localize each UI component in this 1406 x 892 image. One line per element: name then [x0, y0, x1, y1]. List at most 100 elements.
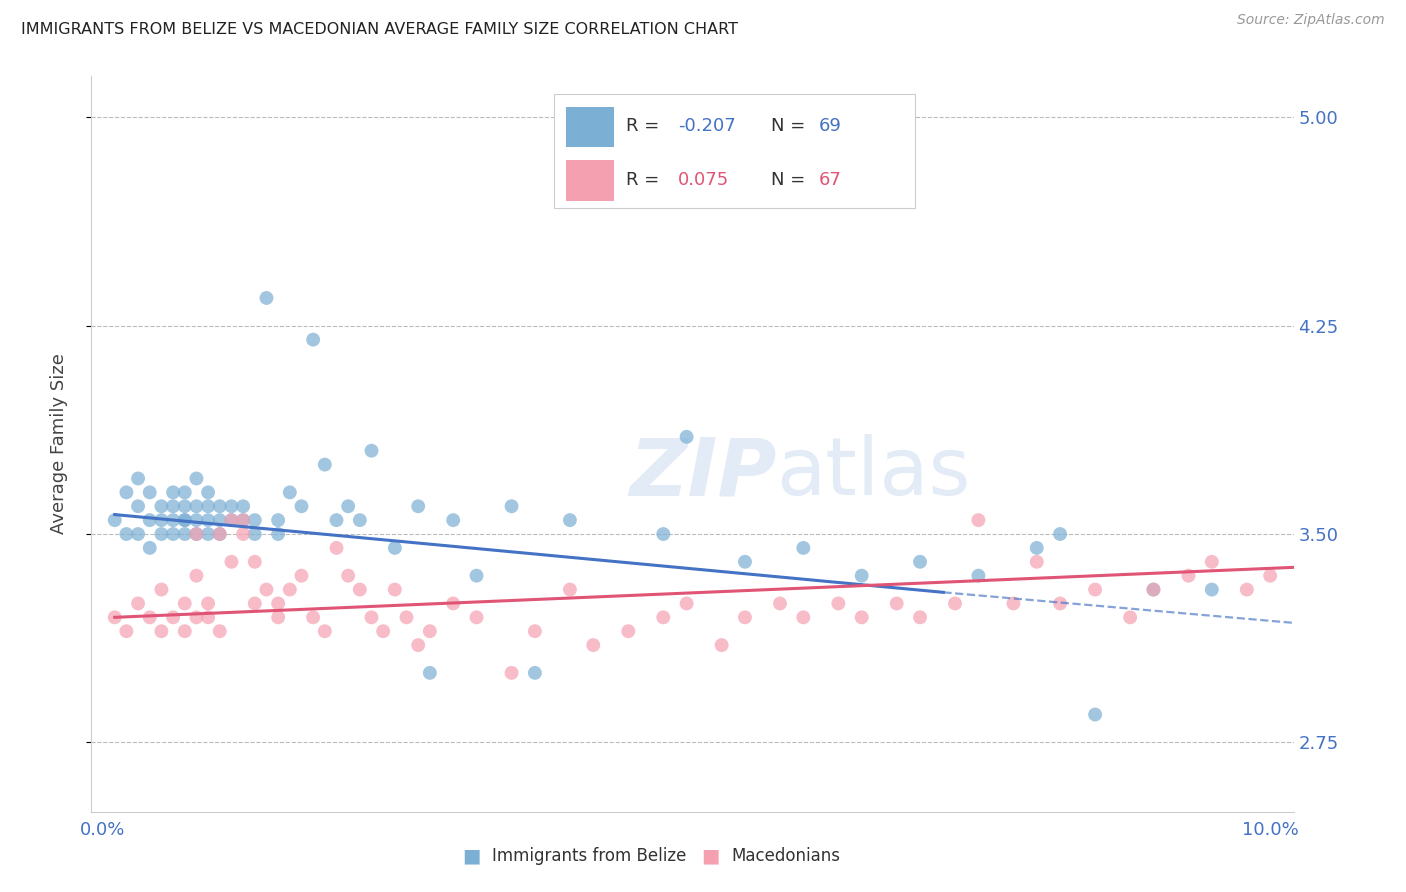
Immigrants from Belize	[337, 500, 360, 514]
Immigrants from Belize	[406, 500, 429, 514]
Immigrants from Belize	[197, 513, 219, 527]
Macedonians	[127, 597, 149, 611]
Macedonians	[314, 624, 336, 639]
Immigrants from Belize	[675, 430, 697, 444]
Bar	[567, 161, 614, 201]
Macedonians	[208, 527, 231, 541]
Immigrants from Belize	[221, 500, 243, 514]
Macedonians	[104, 610, 127, 624]
Macedonians	[441, 597, 464, 611]
Macedonians	[769, 597, 792, 611]
Macedonians	[243, 597, 266, 611]
Immigrants from Belize	[243, 527, 266, 541]
Macedonians	[232, 513, 254, 527]
Macedonians	[278, 582, 301, 597]
Macedonians	[395, 610, 418, 624]
Immigrants from Belize	[325, 513, 347, 527]
Immigrants from Belize	[1084, 707, 1107, 722]
Immigrants from Belize	[208, 527, 231, 541]
Immigrants from Belize	[523, 665, 546, 680]
Immigrants from Belize	[127, 500, 149, 514]
Macedonians	[1236, 582, 1258, 597]
Macedonians	[221, 513, 243, 527]
Immigrants from Belize	[162, 485, 184, 500]
Immigrants from Belize	[150, 527, 173, 541]
Macedonians	[1002, 597, 1025, 611]
Macedonians	[302, 610, 325, 624]
Immigrants from Belize	[652, 527, 675, 541]
Immigrants from Belize	[150, 500, 173, 514]
Immigrants from Belize	[115, 485, 138, 500]
Immigrants from Belize	[173, 527, 195, 541]
Macedonians	[243, 555, 266, 569]
Immigrants from Belize	[162, 500, 184, 514]
Text: atlas: atlas	[776, 434, 972, 512]
Immigrants from Belize	[243, 513, 266, 527]
Macedonians	[325, 541, 347, 555]
Immigrants from Belize	[139, 513, 162, 527]
Macedonians	[908, 610, 931, 624]
Macedonians	[827, 597, 849, 611]
Immigrants from Belize	[127, 471, 149, 485]
Immigrants from Belize	[186, 513, 208, 527]
Text: Source: ZipAtlas.com: Source: ZipAtlas.com	[1237, 13, 1385, 28]
Immigrants from Belize	[267, 527, 290, 541]
Macedonians	[173, 597, 195, 611]
Macedonians	[256, 582, 278, 597]
Immigrants from Belize	[127, 527, 149, 541]
Immigrants from Belize	[208, 500, 231, 514]
Immigrants from Belize	[290, 500, 312, 514]
Immigrants from Belize	[851, 568, 873, 582]
Macedonians	[150, 582, 173, 597]
Immigrants from Belize	[465, 568, 488, 582]
Macedonians	[267, 610, 290, 624]
Immigrants from Belize	[139, 541, 162, 555]
Immigrants from Belize	[314, 458, 336, 472]
Macedonians	[197, 597, 219, 611]
Immigrants from Belize	[278, 485, 301, 500]
Bar	[567, 107, 614, 147]
Macedonians	[115, 624, 138, 639]
Macedonians	[1049, 597, 1071, 611]
Macedonians	[967, 513, 990, 527]
Macedonians	[186, 568, 208, 582]
Text: Macedonians: Macedonians	[731, 847, 841, 865]
Macedonians	[349, 582, 371, 597]
Immigrants from Belize	[221, 513, 243, 527]
Macedonians	[197, 610, 219, 624]
Macedonians	[1119, 610, 1142, 624]
Macedonians	[186, 610, 208, 624]
Immigrants from Belize	[1201, 582, 1223, 597]
Immigrants from Belize	[197, 527, 219, 541]
Macedonians	[886, 597, 908, 611]
Immigrants from Belize	[792, 541, 814, 555]
Text: ■: ■	[700, 847, 720, 866]
Immigrants from Belize	[186, 500, 208, 514]
Immigrants from Belize	[173, 485, 195, 500]
Immigrants from Belize	[232, 513, 254, 527]
Macedonians	[465, 610, 488, 624]
Text: 0.075: 0.075	[678, 171, 730, 189]
Macedonians	[675, 597, 697, 611]
Text: 67: 67	[818, 171, 842, 189]
Immigrants from Belize	[1049, 527, 1071, 541]
Immigrants from Belize	[150, 513, 173, 527]
Macedonians	[1142, 582, 1164, 597]
Immigrants from Belize	[173, 500, 195, 514]
Immigrants from Belize	[139, 485, 162, 500]
Macedonians	[150, 624, 173, 639]
Immigrants from Belize	[908, 555, 931, 569]
Macedonians	[523, 624, 546, 639]
Macedonians	[1258, 568, 1281, 582]
Text: Immigrants from Belize: Immigrants from Belize	[492, 847, 686, 865]
Immigrants from Belize	[197, 500, 219, 514]
Macedonians	[337, 568, 360, 582]
Macedonians	[162, 610, 184, 624]
Immigrants from Belize	[232, 500, 254, 514]
Immigrants from Belize	[186, 471, 208, 485]
Immigrants from Belize	[558, 513, 581, 527]
Macedonians	[1201, 555, 1223, 569]
Immigrants from Belize	[967, 568, 990, 582]
Macedonians	[792, 610, 814, 624]
Immigrants from Belize	[501, 500, 523, 514]
